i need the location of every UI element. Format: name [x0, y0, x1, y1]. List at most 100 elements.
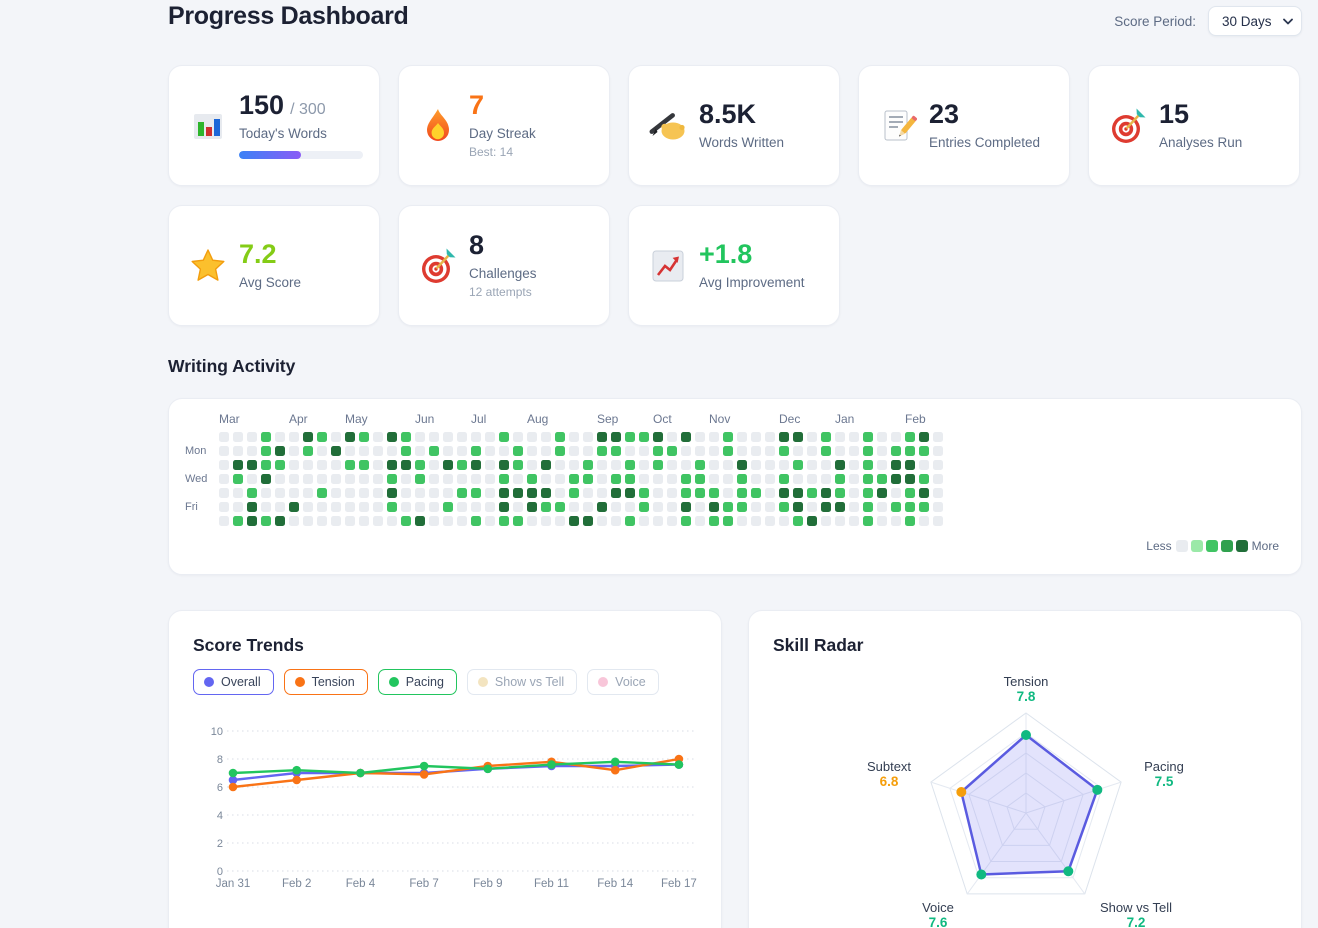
heat-cell: [723, 488, 733, 498]
page-title: Progress Dashboard: [168, 2, 409, 30]
heat-cell: [597, 488, 607, 498]
stat-value: 8: [469, 230, 485, 260]
heat-cell: [331, 474, 341, 484]
score-period-label: Score Period:: [1114, 13, 1196, 29]
heat-cell: [653, 474, 663, 484]
heat-cell: [905, 446, 915, 456]
score-period-select[interactable]: 30 Days: [1208, 6, 1302, 36]
heat-cell: [835, 460, 845, 470]
heat-cell: [709, 432, 719, 442]
stat-card-today-s-words: 150 / 300 Today's Words: [168, 65, 380, 186]
heat-cell: [275, 502, 285, 512]
heat-cell: [877, 502, 887, 512]
radar-ring: [949, 732, 1103, 879]
heat-cell: [443, 474, 453, 484]
y-tick-label: 6: [217, 782, 223, 794]
heat-cell: [779, 502, 789, 512]
score-trends-title: Score Trends: [193, 635, 304, 655]
legend-pill-show-vs-tell[interactable]: Show vs Tell: [466, 669, 578, 696]
legend-pill-overall[interactable]: Overall: [193, 669, 274, 696]
heat-cell: [849, 516, 859, 526]
heat-cell: [583, 460, 593, 470]
heat-cell: [597, 502, 607, 512]
heat-cell: [639, 432, 649, 442]
heat-cell: [765, 446, 775, 456]
heat-cell: [471, 460, 481, 470]
heat-cell: [765, 516, 775, 526]
heat-cell: [261, 502, 271, 512]
heat-cell: [611, 488, 621, 498]
heat-cell: [261, 516, 271, 526]
heat-cell: [373, 474, 383, 484]
radar-point-show-vs-tell: [1063, 866, 1074, 877]
legend-pill-pacing[interactable]: Pacing: [377, 669, 457, 696]
heat-cell: [611, 516, 621, 526]
heat-cell: [499, 460, 509, 470]
heat-cell: [387, 460, 397, 470]
heat-cell: [527, 474, 537, 484]
radar-point-pacing: [1092, 784, 1103, 795]
heat-cell: [485, 474, 495, 484]
heat-cell: [275, 488, 285, 498]
heat-cell: [219, 474, 229, 484]
stat-label: Analyses Run: [1159, 135, 1243, 150]
heat-cell: [639, 446, 649, 456]
legend-pill-tension[interactable]: Tension: [283, 669, 368, 696]
heat-cell: [877, 516, 887, 526]
month-label-nov: Nov: [709, 412, 731, 426]
heat-cell: [457, 432, 467, 442]
heat-cell: [555, 474, 565, 484]
heat-cell: [569, 432, 579, 442]
heat-cell: [723, 502, 733, 512]
month-label-jul: Jul: [471, 412, 487, 426]
stat-card-challenges: 8 Challenges 12 attempts: [398, 205, 610, 326]
stat-value: 8.5K: [699, 99, 757, 129]
heat-cell: [345, 502, 355, 512]
radar-axis-value-voice: 7.6: [929, 915, 948, 928]
heat-cell: [849, 446, 859, 456]
x-tick-label: Feb 14: [597, 878, 633, 890]
heat-cell: [639, 516, 649, 526]
legend-dot: [477, 677, 488, 688]
stat-value: 150: [239, 90, 285, 120]
heat-cell: [233, 502, 243, 512]
heat-cell: [877, 460, 887, 470]
heat-cell: [303, 460, 313, 470]
stat-sublabel: Best: 14: [469, 145, 514, 159]
heat-cell: [835, 516, 845, 526]
score-period-select-wrap: 30 Days: [1208, 6, 1302, 36]
heat-cell: [807, 460, 817, 470]
skill-radar-title: Skill Radar: [773, 635, 864, 655]
heat-cell: [625, 460, 635, 470]
heat-cell: [695, 432, 705, 442]
radar-axis-label-subtext: Subtext: [867, 759, 911, 774]
heat-cell: [933, 488, 943, 498]
heat-cell: [807, 474, 817, 484]
heat-cell: [583, 516, 593, 526]
header: Progress Dashboard Score Period: 30 Days: [168, 0, 1302, 36]
score-trends-panel: Score Trends Overall Tension Pacing Show vs…: [168, 610, 722, 928]
heat-cell: [737, 516, 747, 526]
heat-cell: [443, 446, 453, 456]
heat-cell: [331, 502, 341, 512]
stat-sublabel: 12 attempts: [469, 285, 532, 299]
day-label-fri: Fri: [185, 501, 198, 513]
heat-cell: [555, 516, 565, 526]
heat-cell: [317, 474, 327, 484]
heat-cell: [429, 432, 439, 442]
heat-cell: [331, 446, 341, 456]
heat-cell: [499, 432, 509, 442]
heat-cell: [471, 516, 481, 526]
heat-cell: [709, 460, 719, 470]
heat-cell: [261, 474, 271, 484]
day-label-wed: Wed: [185, 473, 208, 485]
heat-cell: [611, 474, 621, 484]
heat-cell: [513, 516, 523, 526]
heat-cell: [373, 460, 383, 470]
heat-cell: [219, 516, 229, 526]
month-label-mar: Mar: [219, 412, 240, 426]
heat-cell: [905, 516, 915, 526]
heat-cell: [499, 488, 509, 498]
legend-pill-voice[interactable]: Voice: [587, 669, 659, 696]
